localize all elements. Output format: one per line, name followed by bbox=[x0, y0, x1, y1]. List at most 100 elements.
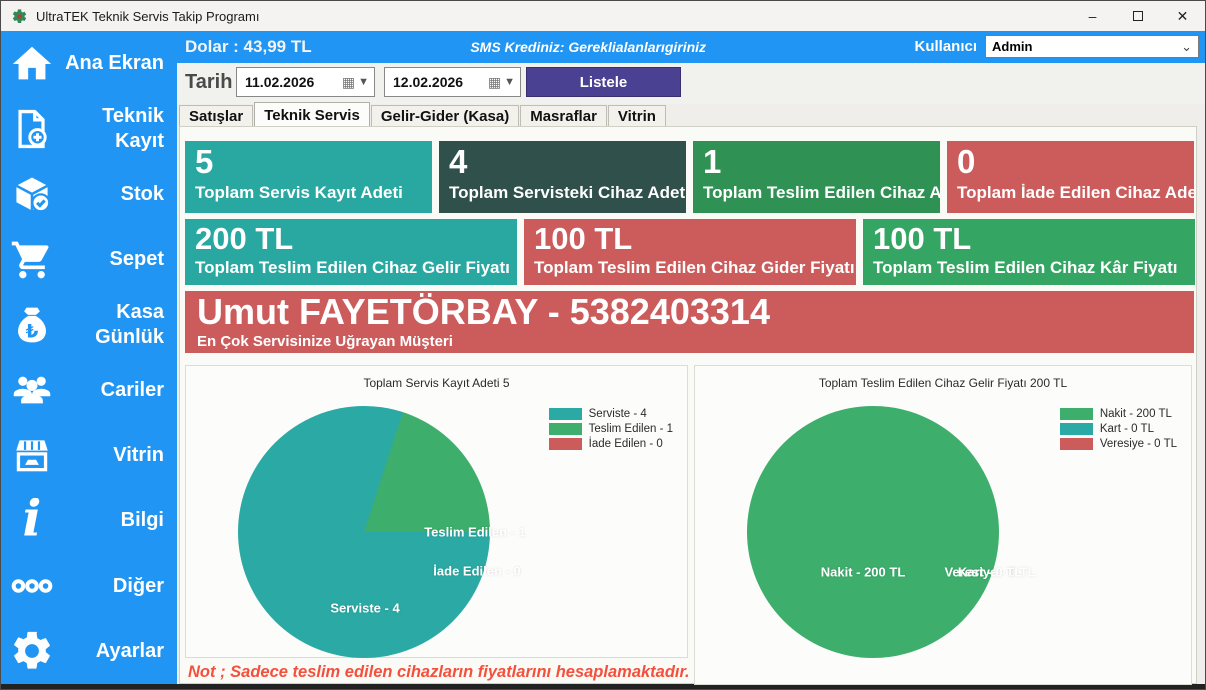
topbar: Dolar : 43,99 TL SMS Krediniz: Gereklial… bbox=[177, 31, 1205, 63]
sidebar-label: Vitrin bbox=[113, 443, 164, 466]
tab-content-teknik-servis: 5 Toplam Servis Kayıt Adeti 4 Toplam Ser… bbox=[179, 126, 1197, 685]
stat-label: Toplam Teslim Edilen Cihaz Gelir Fiyatı bbox=[195, 258, 510, 277]
gear-icon bbox=[1, 628, 63, 674]
sidebar: Ana Ekran Teknik Kayıt Stok bbox=[1, 31, 177, 684]
stat-card-kar-fiyati: 100 TL Toplam Teslim Edilen Cihaz Kâr Fi… bbox=[863, 219, 1195, 285]
sidebar-label: Ayarlar bbox=[95, 639, 164, 662]
sidebar-item-ayarlar[interactable]: Ayarlar bbox=[1, 619, 177, 684]
top-customer-name: Umut FAYETÖRBAY - 5382403314 bbox=[197, 291, 770, 332]
stat-value: 100 TL bbox=[534, 221, 633, 256]
stat-label: Toplam İade Edilen Cihaz Adeti bbox=[957, 183, 1194, 202]
legend-label: Serviste - 4 bbox=[588, 408, 647, 420]
dollar-rate: Dolar : 43,99 TL bbox=[185, 37, 312, 56]
legend-swatch-iade-edilen bbox=[548, 438, 582, 450]
stat-value: 100 TL bbox=[873, 221, 972, 256]
legend-label: Veresiye - 0 TL bbox=[1099, 438, 1177, 450]
chart-gelir-fiyati: Toplam Teslim Edilen Cihaz Gelir Fiyatı … bbox=[694, 365, 1192, 685]
sidebar-item-kasa-gunluk[interactable]: ₺ Kasa Günlük bbox=[1, 292, 177, 357]
stat-value: 200 TL bbox=[195, 221, 294, 256]
dots-icon bbox=[1, 564, 63, 608]
tabstrip: Satışlar Teknik Servis Gelir-Gider (Kasa… bbox=[179, 102, 667, 126]
maximize-icon[interactable] bbox=[1115, 1, 1160, 31]
user-area: Kullanıcı Admin ⌄ bbox=[914, 35, 1199, 58]
bottom-edge-bar bbox=[1, 684, 1205, 689]
calendar-icon: ▦ bbox=[487, 73, 502, 90]
sidebar-label: Ana Ekran bbox=[65, 52, 164, 75]
sms-credit-text: SMS Krediniz: Gereklialanlarıgiriniz bbox=[470, 39, 707, 55]
pie-slice-label: Teslim Edilen - 1 bbox=[424, 524, 526, 540]
pie-chart-servis-kayit: Teslim Edilen - 1 İade Edilen - 0 Servis… bbox=[238, 406, 526, 658]
filterbar: Tarih 11.02.2026 ▦ ▼ 12.02.2026 ▦ ▼ List… bbox=[177, 63, 1205, 104]
box-check-icon bbox=[1, 172, 63, 216]
legend-swatch-kart bbox=[1059, 423, 1093, 435]
money-bag-icon: ₺ bbox=[1, 303, 63, 347]
close-icon[interactable]: ✕ bbox=[1176, 7, 1189, 24]
stat-value: 0 bbox=[957, 143, 976, 180]
sidebar-item-ana-ekran[interactable]: Ana Ekran bbox=[1, 31, 177, 96]
tab-vitrin[interactable]: Vitrin bbox=[607, 105, 666, 126]
pie-slice-label: İade Edilen - 0 bbox=[433, 563, 521, 579]
legend-swatch-serviste bbox=[548, 408, 582, 420]
app-logo-icon bbox=[11, 8, 28, 25]
list-button[interactable]: Listele bbox=[526, 67, 681, 97]
minimize-icon[interactable]: – bbox=[1088, 8, 1097, 24]
sidebar-label: Stok bbox=[120, 182, 164, 205]
date-to-picker[interactable]: 12.02.2026 ▦ ▼ bbox=[384, 67, 521, 97]
legend-item: Veresiye - 0 TL bbox=[1059, 438, 1177, 450]
date-from-value: 11.02.2026 bbox=[245, 74, 315, 90]
chart-servis-kayit: Toplam Servis Kayıt Adeti 5 Serviste - 4… bbox=[185, 365, 688, 658]
stat-card-teslim-edilen: 1 Toplam Teslim Edilen Cihaz Adeti bbox=[693, 141, 940, 213]
sidebar-item-sepet[interactable]: Sepet bbox=[1, 227, 177, 292]
chevron-down-icon: ⌄ bbox=[1181, 38, 1192, 54]
sidebar-item-vitrin[interactable]: Vitrin bbox=[1, 423, 177, 488]
legend-item: Teslim Edilen - 1 bbox=[548, 423, 673, 435]
tab-gelir-gider[interactable]: Gelir-Gider (Kasa) bbox=[370, 105, 520, 126]
stat-card-gelir-fiyati: 200 TL Toplam Teslim Edilen Cihaz Gelir … bbox=[185, 219, 517, 285]
user-dropdown[interactable]: Admin ⌄ bbox=[985, 35, 1199, 58]
stat-label: Toplam Servisteki Cihaz Adeti bbox=[449, 183, 686, 202]
sidebar-label: Diğer bbox=[112, 574, 164, 597]
sidebar-label: Teknik Kayıt bbox=[102, 104, 164, 152]
chart-title: Toplam Servis Kayıt Adeti 5 bbox=[363, 376, 510, 390]
chart-legend: Nakit - 200 TL Kart - 0 TL Veresiye - 0 … bbox=[1059, 408, 1177, 453]
sidebar-label: Sepet bbox=[109, 248, 164, 271]
legend-swatch-nakit bbox=[1059, 408, 1093, 420]
storefront-icon bbox=[1, 433, 63, 477]
tab-satislar[interactable]: Satışlar bbox=[179, 105, 254, 126]
tab-masraflar[interactable]: Masraflar bbox=[520, 105, 607, 126]
sidebar-label: Kasa Günlük bbox=[95, 300, 164, 348]
sidebar-item-stok[interactable]: Stok bbox=[1, 162, 177, 227]
legend-label: Kart - 0 TL bbox=[1099, 423, 1154, 435]
legend-label: Teslim Edilen - 1 bbox=[588, 423, 673, 435]
stat-card-servis-kayit: 5 Toplam Servis Kayıt Adeti bbox=[185, 141, 432, 213]
pie-slice-label: Nakit - 200 TL bbox=[820, 564, 906, 580]
sidebar-item-diger[interactable]: Diğer bbox=[1, 553, 177, 618]
chart-legend: Serviste - 4 Teslim Edilen - 1 İade Edil… bbox=[548, 408, 673, 453]
tab-teknik-servis[interactable]: Teknik Servis bbox=[254, 102, 370, 126]
sidebar-item-cariler[interactable]: Cariler bbox=[1, 357, 177, 422]
stat-value: 5 bbox=[195, 143, 214, 180]
pie-slice-label: Veresiye - 0 TL bbox=[944, 564, 1036, 580]
sidebar-item-bilgi[interactable]: i Bilgi bbox=[1, 488, 177, 553]
titlebar: UltraTEK Teknik Servis Takip Programı – … bbox=[1, 1, 1205, 31]
sidebar-item-teknik-kayit[interactable]: Teknik Kayıt bbox=[1, 96, 177, 161]
legend-item: İade Edilen - 0 bbox=[548, 438, 673, 450]
calendar-icon: ▦ bbox=[341, 73, 356, 90]
dropdown-arrow-icon: ▼ bbox=[504, 76, 515, 88]
dropdown-arrow-icon: ▼ bbox=[358, 76, 369, 88]
window-title: UltraTEK Teknik Servis Takip Programı bbox=[36, 8, 260, 24]
stat-value: 4 bbox=[449, 143, 468, 180]
cart-icon bbox=[1, 238, 63, 282]
user-dropdown-value: Admin bbox=[992, 39, 1033, 54]
stat-card-gider-fiyati: 100 TL Toplam Teslim Edilen Cihaz Gider … bbox=[524, 219, 856, 285]
maximize-glyph bbox=[1132, 11, 1143, 21]
date-from-picker[interactable]: 11.02.2026 ▦ ▼ bbox=[236, 67, 375, 97]
svg-text:₺: ₺ bbox=[26, 321, 39, 342]
user-label: Kullanıcı bbox=[914, 38, 977, 55]
legend-swatch-veresiye bbox=[1059, 438, 1093, 450]
sidebar-label: Bilgi bbox=[120, 509, 164, 532]
date-to-value: 12.02.2026 bbox=[393, 74, 464, 90]
people-icon bbox=[1, 367, 63, 413]
window-controls: – ✕ bbox=[1070, 1, 1205, 31]
